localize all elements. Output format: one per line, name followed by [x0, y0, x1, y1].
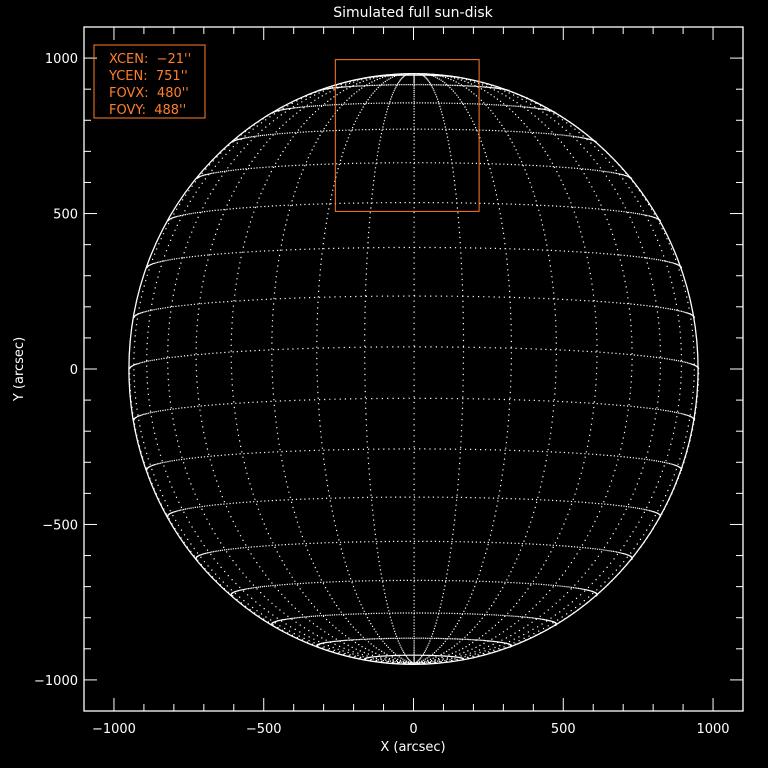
y-tick-label: 500 — [53, 208, 78, 223]
y-tick-label: −500 — [42, 518, 78, 533]
plot-frame — [83, 26, 744, 712]
y-tick-label: 0 — [70, 363, 78, 378]
y-axis-label: Y (arcsec) — [12, 337, 27, 402]
solar-limb — [128, 72, 699, 666]
legend-ycen: YCEN: 751'' — [108, 69, 188, 84]
y-tick-label: −1000 — [34, 674, 78, 689]
x-tick-label: 500 — [551, 722, 576, 737]
x-tick-label: −1000 — [92, 722, 136, 737]
x-tick-label: −500 — [246, 722, 282, 737]
legend: XCEN: −21'' YCEN: 751'' FOVX: 480'' FOVY… — [93, 44, 206, 119]
legend-box — [93, 44, 206, 119]
x-tick-label: 1000 — [696, 722, 729, 737]
legend-fovx: FOVX: 480'' — [109, 86, 189, 101]
heliographic-grid — [128, 72, 700, 666]
legend-xcen: XCEN: −21'' — [109, 52, 191, 67]
fov-box — [334, 59, 480, 212]
tick-labels: −1000 −500 0 500 1000 −1000 −500 0 500 1000 — [34, 52, 730, 737]
legend-fovy: FOVY: 488'' — [109, 103, 186, 118]
grid-dots — [129, 73, 700, 665]
axis-ticks — [84, 27, 743, 711]
y-tick-label: 1000 — [45, 52, 78, 67]
x-tick-label: 0 — [409, 722, 417, 737]
x-axis-label: X (arcsec) — [380, 740, 445, 755]
chart-title: Simulated full sun-disk — [333, 5, 493, 21]
